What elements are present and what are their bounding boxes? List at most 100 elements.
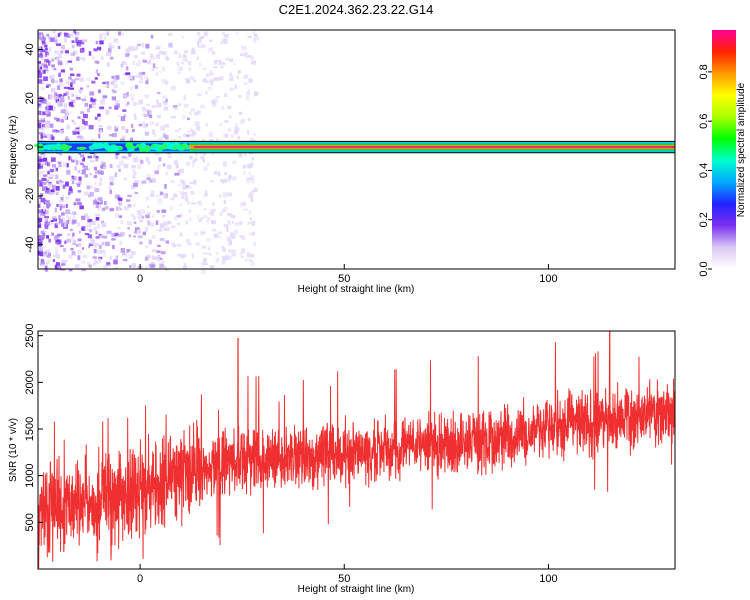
- noise-speck: [115, 213, 120, 218]
- noise-speck: [41, 246, 45, 249]
- noise-speck: [58, 182, 62, 187]
- noise-speck: [98, 125, 103, 128]
- noise-speck: [58, 203, 63, 207]
- noise-speck: [38, 156, 42, 161]
- noise-speck: [42, 132, 46, 136]
- noise-speck: [229, 72, 233, 76]
- noise-speck: [157, 115, 161, 118]
- noise-speck: [86, 108, 91, 113]
- noise-speck: [38, 211, 42, 214]
- noise-speck: [125, 48, 131, 53]
- noise-speck: [81, 117, 84, 121]
- noise-speck: [161, 251, 166, 255]
- noise-speck: [59, 179, 62, 183]
- noise-speck: [56, 180, 60, 184]
- noise-speck: [128, 152, 132, 157]
- noise-speck: [59, 199, 65, 202]
- noise-speck: [156, 229, 162, 232]
- noise-speck: [243, 74, 248, 79]
- noise-speck: [164, 124, 170, 128]
- noise-speck: [137, 43, 142, 46]
- noise-speck: [221, 260, 226, 265]
- noise-speck: [199, 62, 202, 67]
- noise-speck: [46, 259, 51, 265]
- noise-speck: [38, 106, 41, 109]
- noise-speck: [181, 254, 187, 258]
- noise-speck: [99, 244, 102, 249]
- noise-speck: [70, 73, 75, 76]
- noise-speck: [183, 103, 189, 108]
- noise-speck: [114, 232, 119, 237]
- noise-speck: [89, 91, 95, 96]
- noise-speck: [211, 229, 217, 232]
- noise-speck: [58, 72, 61, 77]
- noise-speck: [139, 219, 143, 223]
- noise-speck: [114, 266, 118, 270]
- noise-speck: [39, 57, 44, 61]
- noise-speck: [74, 94, 78, 99]
- noise-speck: [234, 130, 239, 134]
- noise-speck: [162, 95, 167, 99]
- band-blob: [52, 146, 56, 151]
- noise-speck: [188, 209, 191, 213]
- noise-speck: [115, 206, 118, 212]
- noise-speck: [145, 80, 149, 85]
- noise-speck: [99, 106, 105, 110]
- noise-speck: [71, 251, 76, 256]
- noise-speck: [155, 72, 158, 76]
- noise-speck: [95, 213, 100, 217]
- noise-speck: [215, 137, 219, 141]
- noise-speck: [71, 175, 75, 179]
- noise-speck: [197, 45, 201, 48]
- noise-speck: [64, 138, 70, 141]
- band-blob: [137, 143, 142, 148]
- noise-speck: [38, 258, 43, 261]
- noise-speck: [116, 165, 121, 168]
- noise-speck: [58, 219, 63, 224]
- noise-speck: [133, 113, 137, 118]
- noise-speck: [201, 231, 206, 234]
- noise-speck: [249, 217, 252, 220]
- noise-speck: [160, 125, 166, 131]
- noise-speck: [242, 164, 246, 169]
- noise-speck: [47, 162, 51, 167]
- noise-speck: [145, 214, 150, 219]
- noise-speck: [41, 118, 46, 123]
- noise-speck: [183, 265, 187, 269]
- noise-speck: [114, 235, 118, 238]
- noise-speck: [38, 215, 42, 219]
- noise-speck: [38, 110, 41, 115]
- noise-speck: [132, 235, 136, 238]
- noise-speck: [173, 105, 178, 108]
- noise-speck: [52, 259, 55, 262]
- noise-speck: [176, 61, 179, 66]
- noise-speck: [161, 215, 166, 218]
- noise-speck: [45, 110, 49, 115]
- noise-speck: [131, 251, 136, 255]
- noise-speck: [101, 241, 105, 246]
- noise-speck: [94, 182, 97, 185]
- noise-speck: [82, 39, 88, 42]
- band-blob: [166, 144, 175, 150]
- noise-speck: [61, 45, 65, 50]
- noise-speck: [88, 194, 91, 198]
- noise-speck: [86, 216, 90, 220]
- noise-speck: [218, 77, 222, 81]
- noise-speck: [234, 84, 237, 89]
- noise-speck: [142, 42, 145, 48]
- noise-speck: [106, 62, 110, 67]
- noise-speck: [180, 62, 184, 65]
- noise-speck: [93, 154, 97, 159]
- noise-speck: [89, 229, 93, 233]
- noise-speck: [78, 230, 81, 234]
- noise-speck: [107, 48, 112, 54]
- noise-speck: [150, 262, 156, 266]
- noise-speck: [89, 104, 92, 108]
- noise-speck: [64, 38, 67, 43]
- noise-speck: [53, 95, 59, 100]
- noise-speck: [232, 160, 237, 164]
- noise-speck: [50, 136, 55, 140]
- noise-speck: [136, 63, 141, 67]
- noise-speck: [62, 184, 66, 189]
- noise-speck: [39, 251, 44, 257]
